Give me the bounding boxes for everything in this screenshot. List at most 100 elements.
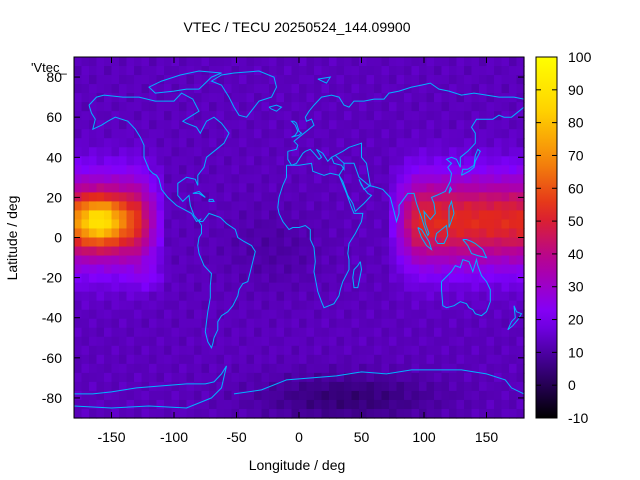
heatmap-cell (81, 408, 90, 419)
heatmap-cell (509, 291, 518, 302)
heatmap-cell (321, 102, 330, 112)
x-tick-label: 0 (295, 429, 303, 445)
heatmap-cell (374, 390, 383, 401)
heatmap-cell (74, 327, 83, 338)
heatmap-cell (164, 57, 173, 67)
heatmap-cell (246, 300, 255, 311)
heatmap-cell (201, 183, 210, 193)
heatmap-cell (209, 318, 218, 329)
heatmap-cell (134, 264, 143, 275)
heatmap-cell (156, 381, 165, 392)
heatmap-cell (209, 57, 218, 67)
heatmap-cell (306, 210, 315, 221)
heatmap-cell (396, 174, 405, 184)
heatmap-cell (246, 354, 255, 365)
heatmap-cell (501, 300, 510, 311)
heatmap-cell (261, 237, 270, 248)
heatmap-cell (194, 75, 203, 85)
heatmap-cell (509, 57, 518, 67)
heatmap-cell (284, 363, 293, 374)
heatmap-cell (344, 372, 353, 383)
heatmap-cell (89, 237, 98, 248)
heatmap-cell (134, 345, 143, 356)
heatmap-cell (231, 390, 240, 401)
heatmap-cell (201, 147, 210, 157)
heatmap-cell (419, 372, 428, 383)
heatmap-cell (374, 210, 383, 221)
heatmap-cell (441, 336, 450, 347)
heatmap-cell (216, 408, 225, 419)
heatmap-cell (494, 345, 503, 356)
heatmap-cell (186, 138, 195, 148)
heatmap-cell (389, 219, 398, 230)
heatmap-cell (321, 255, 330, 266)
heatmap-cell (389, 66, 398, 76)
heatmap-cell (329, 309, 338, 320)
heatmap-cell (359, 390, 368, 401)
heatmap-cell (239, 75, 248, 85)
heatmap-cell (126, 246, 135, 257)
heatmap-cell (441, 84, 450, 94)
heatmap-cell (254, 273, 263, 284)
heatmap-cell (426, 309, 435, 320)
heatmap-cell (254, 156, 263, 166)
heatmap-cell (239, 66, 248, 76)
heatmap-cell (179, 120, 188, 130)
heatmap-cell (374, 102, 383, 112)
heatmap-cell (494, 354, 503, 365)
heatmap-cell (269, 390, 278, 401)
heatmap-cell (321, 399, 330, 410)
heatmap-cell (464, 354, 473, 365)
y-tick-label: 20 (46, 189, 62, 205)
heatmap-cell (471, 354, 480, 365)
heatmap-cell (246, 174, 255, 184)
heatmap-cell (366, 336, 375, 347)
heatmap-cell (179, 183, 188, 193)
heatmap-cell (351, 57, 360, 67)
x-tick-label: -100 (160, 429, 188, 445)
colorbar-tick-label: 70 (568, 147, 584, 163)
heatmap-cell (209, 66, 218, 76)
heatmap-cell (246, 120, 255, 130)
heatmap-cell (336, 273, 345, 284)
heatmap-cell (119, 120, 128, 130)
heatmap-cell (426, 273, 435, 284)
heatmap-cell (516, 318, 525, 329)
heatmap-cell (239, 147, 248, 157)
heatmap-cell (329, 408, 338, 419)
heatmap-cell (81, 381, 90, 392)
heatmap-cell (306, 363, 315, 374)
heatmap-cell (194, 390, 203, 401)
heatmap-cell (314, 282, 323, 293)
heatmap-cell (381, 192, 390, 203)
heatmap-cell (449, 318, 458, 329)
heatmap-cell (269, 372, 278, 383)
heatmap-cell (389, 390, 398, 401)
heatmap-cell (411, 336, 420, 347)
heatmap-cell (381, 318, 390, 329)
heatmap-cell (359, 120, 368, 130)
heatmap-cell (456, 102, 465, 112)
heatmap-cell (299, 300, 308, 311)
heatmap-cell (261, 255, 270, 266)
heatmap-cell (471, 102, 480, 112)
heatmap-cell (366, 390, 375, 401)
heatmap-cell (216, 381, 225, 392)
heatmap-cell (89, 120, 98, 130)
heatmap-cell (351, 102, 360, 112)
heatmap-cell (351, 111, 360, 121)
heatmap-cell (434, 399, 443, 410)
heatmap-cell (239, 408, 248, 419)
heatmap-cell (171, 138, 180, 148)
heatmap-cell (389, 264, 398, 275)
heatmap-cell (246, 390, 255, 401)
heatmap-cell (494, 75, 503, 85)
heatmap-cell (179, 66, 188, 76)
heatmap-cell (419, 111, 428, 121)
heatmap-cell (284, 336, 293, 347)
heatmap-cell (321, 318, 330, 329)
heatmap-cell (329, 120, 338, 130)
heatmap-cell (374, 138, 383, 148)
heatmap-cell (314, 174, 323, 184)
